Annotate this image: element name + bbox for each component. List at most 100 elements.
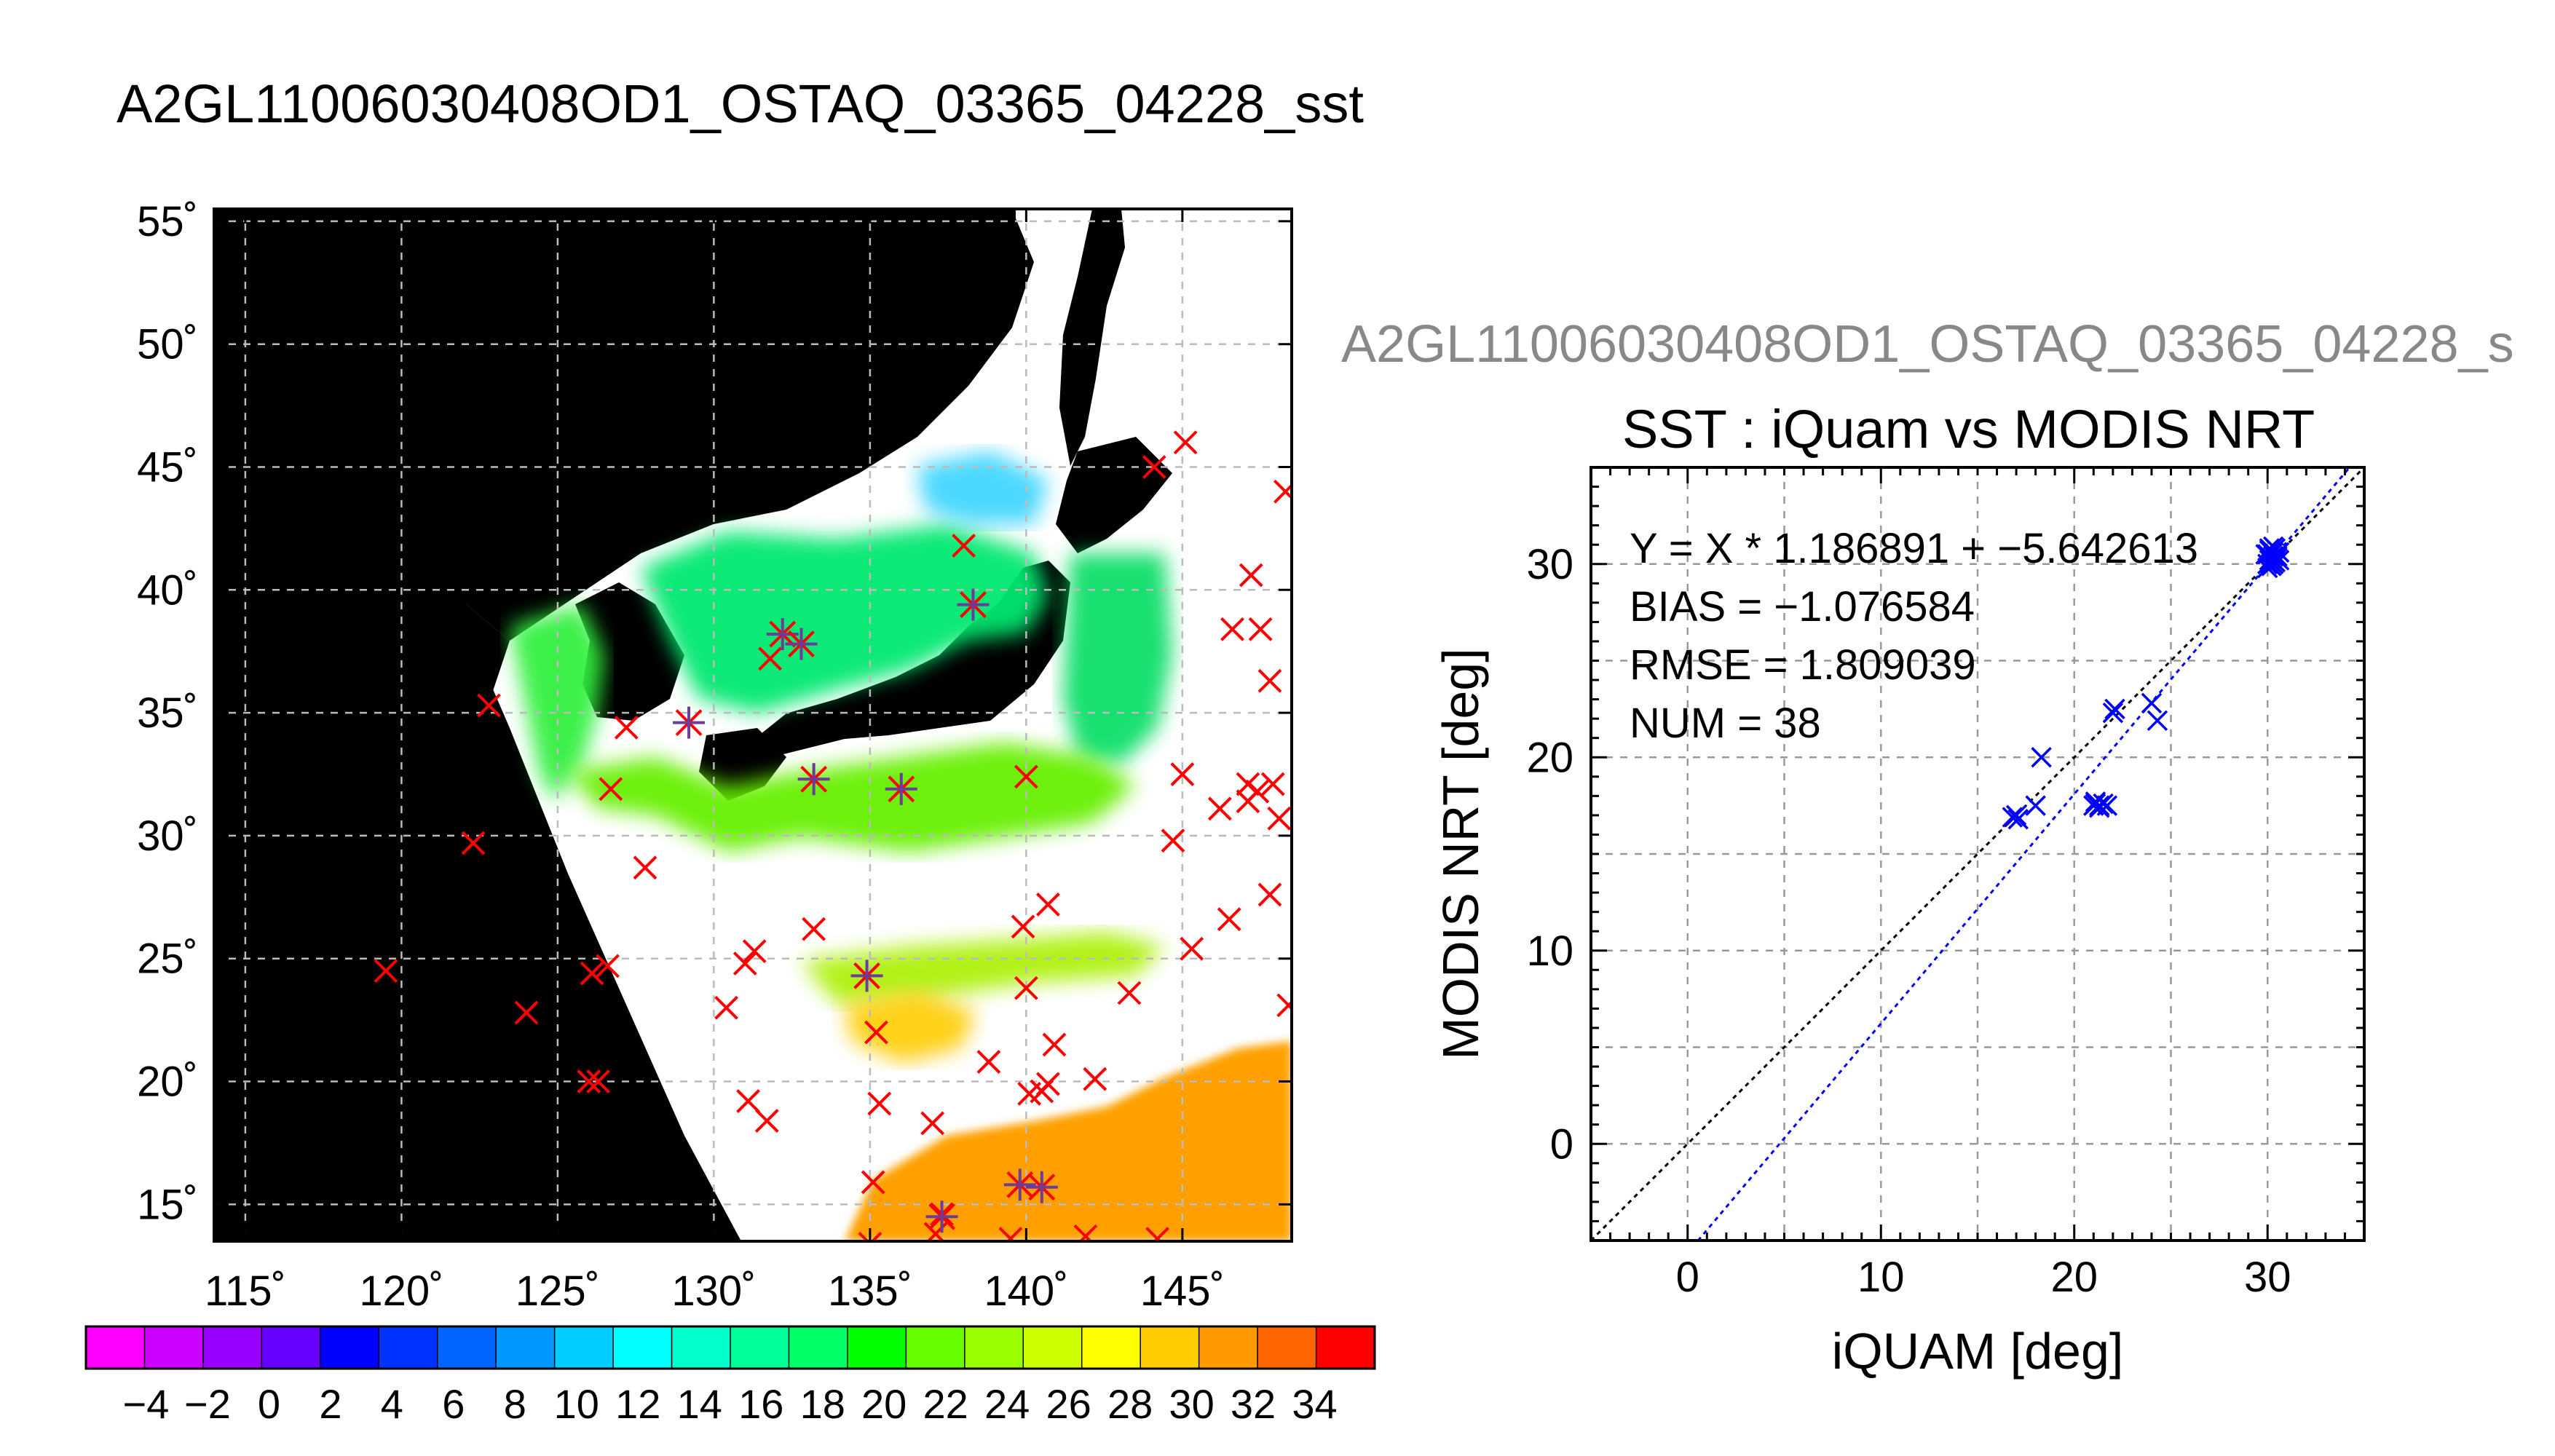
red-x-marker [577, 1069, 601, 1093]
colorbar-label: 14 [677, 1381, 722, 1427]
kuroshio-sst [568, 743, 1136, 852]
red-x-marker [1161, 828, 1185, 853]
scatter-points [2002, 536, 2290, 830]
colorbar-swatch [1257, 1326, 1317, 1369]
colorbar-label: 2 [319, 1381, 341, 1427]
colorbar-label: 34 [1292, 1381, 1337, 1427]
red-x-marker [614, 715, 639, 740]
map-ytick-label: 25˚ [137, 935, 198, 983]
colorbar-label: 26 [1046, 1381, 1091, 1427]
scatter-point [2005, 804, 2027, 826]
red-x-marker [1030, 1079, 1054, 1104]
map-ytick-label: 45˚ [137, 444, 198, 491]
identity-line [1591, 467, 2364, 1241]
colorbar-swatch [964, 1326, 1024, 1369]
colorbar-label: 10 [554, 1381, 599, 1427]
map-ytick-label: 55˚ [137, 198, 198, 245]
colorbar-label: 16 [738, 1381, 783, 1427]
map-ytick-label: 20˚ [137, 1059, 198, 1106]
land-mask [214, 209, 1172, 1241]
scatter-title: SST : iQuam vs MODIS NRT [1622, 399, 2315, 459]
red-x-marker [1073, 1224, 1098, 1241]
tropical-sst [845, 1041, 1292, 1241]
map-title: A2GL11006030408OD1_OSTAQ_03365_04228_sst [117, 74, 1364, 134]
scatter-file-title: A2GL11006030408OD1_OSTAQ_03365_04228_s [1341, 315, 2514, 373]
map-ytick-label: 30˚ [137, 812, 198, 860]
red-x-marker [1083, 1067, 1107, 1091]
red-x-marker [952, 534, 976, 558]
asia-mainland-land [214, 209, 1034, 641]
scatter-point [2096, 795, 2118, 816]
scatter-xlabel: iQUAM [deg] [1832, 1323, 2124, 1380]
colorbar-swatch [847, 1326, 907, 1369]
red-x-marker [758, 646, 783, 671]
colorbar-swatch [379, 1326, 438, 1369]
scatter-point [2268, 542, 2290, 563]
sst-field [510, 451, 1292, 1241]
colorbar-frame [84, 1325, 1376, 1370]
red-x-marker [1011, 914, 1035, 939]
map-grid [214, 209, 1292, 1241]
red-x-marker [742, 939, 767, 964]
red-x-marker [596, 954, 620, 978]
colorbar-swatch [613, 1326, 673, 1369]
scatter-point [2104, 698, 2125, 720]
colorbar-swatch [1316, 1326, 1375, 1369]
colorbar-label: −4 [123, 1381, 170, 1427]
scatter-annotation: Y = X * 1.186891 + −5.642613 [1630, 525, 2198, 572]
colorbar-swatch [437, 1326, 497, 1369]
scatter-point [2102, 702, 2124, 724]
asterisk-marker [797, 763, 830, 796]
red-x-marker [1220, 617, 1244, 641]
red-x-marker [1014, 764, 1038, 789]
red-x-marker [1170, 762, 1195, 786]
colorbar-swatch [789, 1326, 848, 1369]
colorbar-swatch [906, 1326, 965, 1369]
asterisk-marker [885, 772, 917, 805]
colorbar-swatch [261, 1326, 321, 1369]
scatter-point [2262, 545, 2284, 567]
red-x-marker [586, 1069, 611, 1093]
red-x-marker [802, 917, 826, 941]
colorbar-label: 8 [504, 1381, 526, 1427]
red-x-marker [1042, 1032, 1067, 1057]
scatter-ytick-label: 0 [1550, 1120, 1573, 1168]
red-x-marker [1267, 806, 1292, 831]
red-x-marker [1217, 907, 1241, 932]
asterisk-marker [957, 588, 990, 621]
red-x-marker [1257, 668, 1282, 693]
colorbar-swatch [1140, 1326, 1200, 1369]
scatter-point [2147, 710, 2168, 732]
scatter-annotation: NUM = 38 [1630, 700, 1821, 747]
map-xtick-label: 125˚ [516, 1267, 600, 1315]
red-x-marker [1173, 430, 1198, 455]
scatter-xtick-label: 30 [2244, 1254, 2291, 1301]
sea-of-japan-sst [641, 524, 1049, 713]
asterisk-marker [785, 628, 818, 660]
map-ytick-label: 35˚ [137, 689, 198, 737]
colorbar-swatch [1023, 1326, 1083, 1369]
colorbar-label: 4 [381, 1381, 403, 1427]
yellow-sea-sst [510, 604, 604, 801]
scatter-point [2007, 808, 2029, 830]
scatter-xtick-label: 0 [1676, 1254, 1699, 1301]
colorbar-swatch [144, 1326, 204, 1369]
red-x-marker [477, 693, 501, 718]
colorbar-swatch [1081, 1326, 1141, 1369]
scatter-point [2141, 692, 2163, 714]
red-x-marker [374, 959, 398, 984]
scatter-annotation: RMSE = 1.809039 [1630, 641, 1976, 689]
red-x-marker [732, 951, 757, 976]
map-ytick-label: 15˚ [137, 1181, 198, 1228]
asterisk-marker [673, 706, 706, 739]
scatter-annotation: BIAS = −1.076584 [1630, 583, 1975, 630]
red-x-marker [1236, 789, 1260, 814]
colorbar-swatch [202, 1326, 262, 1369]
map-axes: 115˚ 120˚ 125˚ 130˚ 135˚ 140˚ 145˚ 15˚ 20˚ 25˚ 30˚… [137, 198, 1292, 1315]
red-x-marker [714, 995, 738, 1020]
colorbar-swatch [86, 1326, 145, 1369]
red-x-marker [998, 1227, 1023, 1241]
red-x-marker [1276, 993, 1292, 1018]
map-xtick-label: 145˚ [1140, 1267, 1225, 1315]
asterisk-marker [1003, 1168, 1036, 1201]
